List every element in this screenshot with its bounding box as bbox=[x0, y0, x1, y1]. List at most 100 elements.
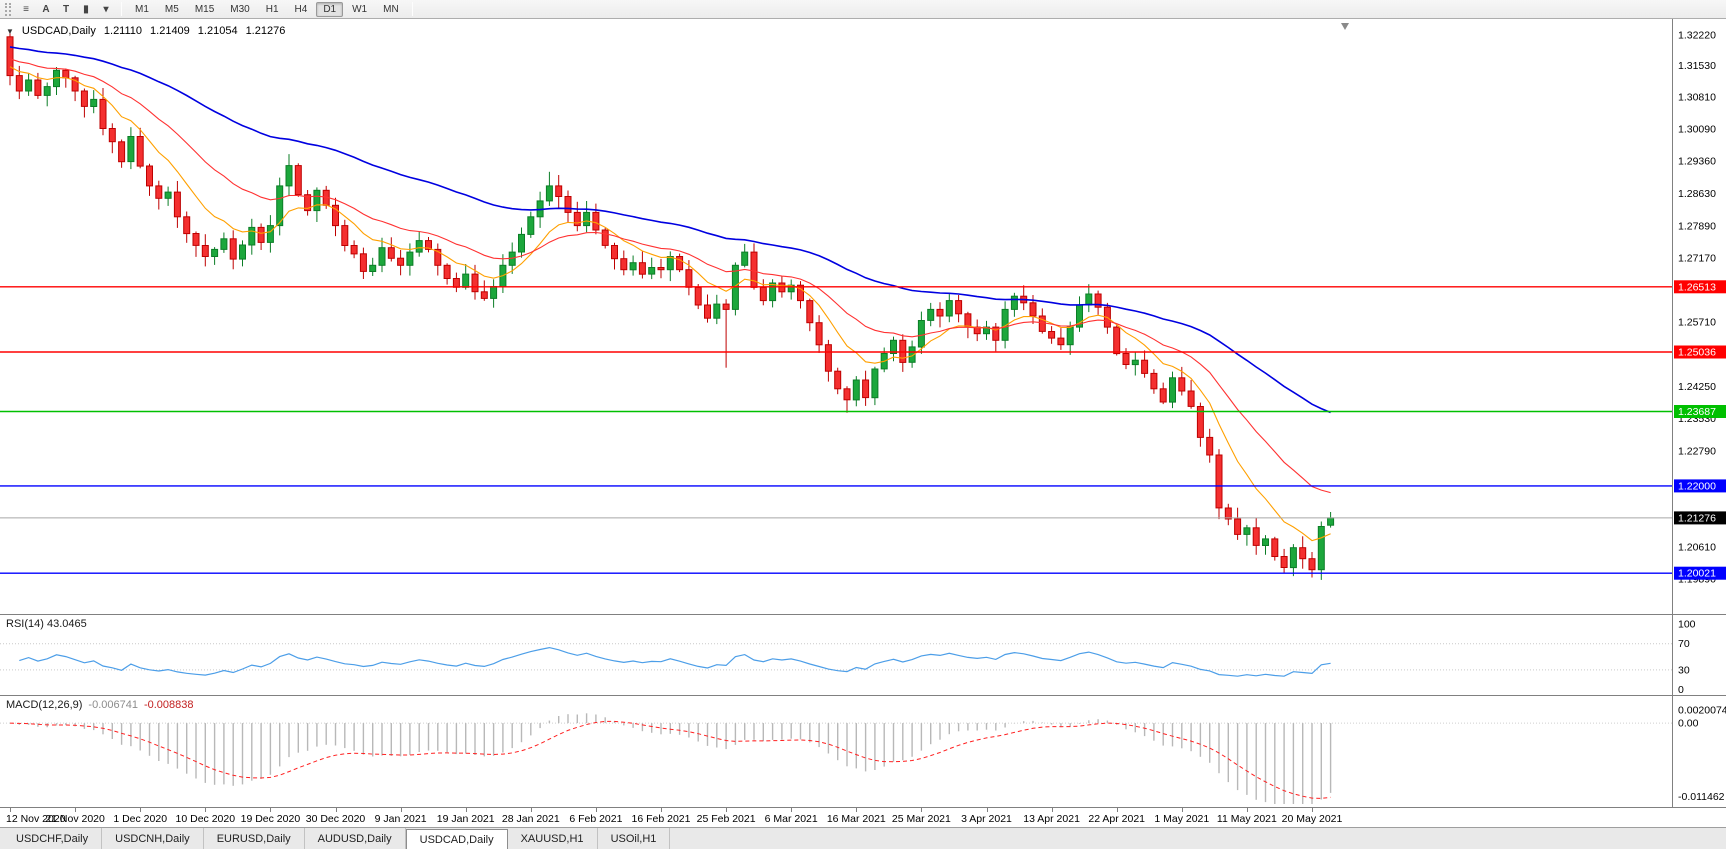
price-level-label bbox=[1674, 479, 1726, 493]
macd-axis-label: 0.0020074 bbox=[1678, 705, 1726, 717]
time-label: 28 Jan 2021 bbox=[501, 813, 560, 825]
time-label: 9 Jan 2021 bbox=[374, 813, 427, 825]
macd-histogram-layer bbox=[18, 713, 1332, 804]
tab-usdcnh-daily[interactable]: USDCNH,Daily bbox=[102, 828, 204, 849]
rsi-axis-label: 30 bbox=[1678, 664, 1690, 676]
time-label: 25 Mar 2021 bbox=[891, 813, 951, 825]
svg-text:1.25036: 1.25036 bbox=[1678, 347, 1716, 359]
price-axis-label: 1.29360 bbox=[1678, 156, 1716, 168]
time-label: 16 Feb 2021 bbox=[631, 813, 691, 825]
tool-dropdown-icon[interactable]: ▾ bbox=[97, 1, 115, 17]
chart-tabs-bar: USDCHF,Daily USDCNH,Daily EURUSD,Daily AUDU… bbox=[0, 827, 1726, 849]
chart-type-icon[interactable]: ▮ bbox=[77, 1, 95, 17]
ma-mid-line bbox=[9, 58, 1331, 494]
time-label: 22 Apr 2021 bbox=[1088, 813, 1146, 825]
ma-fast-line bbox=[9, 66, 1331, 542]
time-label: 6 Feb 2021 bbox=[569, 813, 623, 825]
toolbar-separator bbox=[121, 2, 122, 16]
price-axis-label: 1.20610 bbox=[1678, 542, 1716, 554]
price-level-label bbox=[1674, 405, 1726, 418]
svg-text:1.22000: 1.22000 bbox=[1678, 480, 1716, 492]
price-axis-label: 1.27890 bbox=[1678, 221, 1716, 233]
main-chart-canvas[interactable]: 1.32220 1.31530 1.30810 1.30090 1.29360 1.286… bbox=[0, 19, 1726, 614]
price-axis-label: 1.28630 bbox=[1678, 188, 1716, 200]
time-tick bbox=[270, 808, 272, 812]
time-label: 6 Mar 2021 bbox=[764, 813, 818, 825]
timeframe-button-m1[interactable]: M1 bbox=[128, 2, 156, 17]
timeframe-button-m30[interactable]: M30 bbox=[223, 2, 256, 17]
macd-axis-label: 0.00 bbox=[1678, 718, 1699, 730]
rsi-axis-label: 0 bbox=[1678, 684, 1684, 695]
tab-eurusd-daily[interactable]: EURUSD,Daily bbox=[204, 828, 305, 849]
time-label: 3 Apr 2021 bbox=[961, 813, 1012, 825]
time-tick bbox=[75, 808, 77, 812]
ohlc-close: 1.21276 bbox=[245, 25, 286, 37]
ohlc-low: 1.21054 bbox=[197, 25, 238, 37]
svg-text:1.26513: 1.26513 bbox=[1678, 281, 1716, 293]
time-tick bbox=[140, 808, 142, 812]
chart-area: 1.32220 1.31530 1.30810 1.30090 1.29360 1.286… bbox=[0, 19, 1726, 807]
price-level-label bbox=[1674, 566, 1726, 580]
timeframe-button-m5[interactable]: M5 bbox=[158, 2, 186, 17]
time-tick bbox=[400, 808, 402, 812]
tab-usoil-h1[interactable]: USOil,H1 bbox=[598, 828, 671, 849]
time-tick bbox=[726, 808, 728, 812]
rsi-header: RSI(14) 43.0465 bbox=[6, 618, 87, 630]
ohlc-high: 1.21409 bbox=[150, 25, 190, 37]
cursor-tool-icon[interactable]: A bbox=[37, 1, 55, 17]
tab-usdcad-daily[interactable]: USDCAD,Daily bbox=[405, 829, 508, 849]
menu-icon[interactable]: ≡ bbox=[17, 1, 35, 17]
price-axis-label: 1.30810 bbox=[1678, 92, 1716, 104]
time-label: 11 May 2021 bbox=[1216, 813, 1277, 825]
time-tick bbox=[1051, 808, 1053, 812]
time-label: 19 Dec 2020 bbox=[240, 813, 301, 825]
timeframe-button-mn[interactable]: MN bbox=[376, 2, 406, 17]
time-tick bbox=[10, 808, 11, 812]
time-label: 1 Dec 2020 bbox=[113, 813, 168, 825]
macd-header: MACD(12,26,9) -0.006741 -0.008838 bbox=[6, 699, 194, 711]
rsi-panel-canvas[interactable]: 100 70 30 0 RSI(14) 43.0465 bbox=[0, 614, 1726, 695]
timeframe-button-w1[interactable]: W1 bbox=[345, 2, 374, 17]
time-tick bbox=[465, 808, 467, 812]
collapse-arrow-icon[interactable]: ▼ bbox=[6, 26, 14, 36]
time-label: 16 Mar 2021 bbox=[826, 813, 886, 825]
time-label: 13 Apr 2021 bbox=[1023, 813, 1080, 825]
time-label: 19 Jan 2021 bbox=[436, 813, 495, 825]
chart-symbol: USDCAD,Daily bbox=[21, 25, 96, 37]
svg-text:1.21276: 1.21276 bbox=[1678, 512, 1716, 524]
toolbar-grip[interactable] bbox=[5, 2, 11, 16]
tab-xauusd-h1[interactable]: XAUUSD,H1 bbox=[508, 828, 598, 849]
tab-usdchf-daily[interactable]: USDCHF,Daily bbox=[3, 828, 103, 849]
time-label: 30 Dec 2020 bbox=[305, 813, 366, 825]
time-label: 20 May 2021 bbox=[1281, 813, 1343, 825]
time-tick bbox=[1181, 808, 1183, 812]
time-label: 10 Dec 2020 bbox=[175, 813, 236, 825]
text-tool-icon[interactable]: T bbox=[57, 1, 75, 17]
time-tick bbox=[856, 808, 858, 812]
timeframe-button-h1[interactable]: H1 bbox=[259, 2, 286, 17]
macd-signal-line bbox=[9, 720, 1331, 799]
tab-audusd-daily[interactable]: AUDUSD,Daily bbox=[305, 828, 406, 849]
time-label: 12 Nov 2020 bbox=[6, 813, 66, 825]
chart-shift-marker[interactable] bbox=[1341, 23, 1349, 30]
rsi-axis-label: 100 bbox=[1678, 619, 1696, 631]
ohlc-open: 1.21110 bbox=[103, 25, 143, 37]
timeframe-button-m15[interactable]: M15 bbox=[188, 2, 221, 17]
time-tick bbox=[1116, 808, 1118, 812]
timeframe-button-d1[interactable]: D1 bbox=[316, 1, 344, 17]
time-tick bbox=[205, 808, 207, 812]
price-axis[interactable]: 1.32220 1.31530 1.30810 1.30090 1.29360 1.286… bbox=[1672, 19, 1726, 614]
rsi-axis-label: 70 bbox=[1678, 638, 1690, 650]
price-axis-label: 1.22790 bbox=[1678, 446, 1716, 458]
time-axis[interactable]: 12 Nov 2020 21 Nov 2020 1 Dec 2020 10 Dec 2… bbox=[0, 807, 1726, 827]
time-tick bbox=[530, 808, 532, 812]
time-tick bbox=[986, 808, 988, 812]
time-tick bbox=[791, 808, 793, 812]
time-label: 1 May 2021 bbox=[1154, 813, 1210, 825]
horizontal-lines-layer[interactable] bbox=[0, 286, 1672, 574]
timeframe-button-h4[interactable]: H4 bbox=[288, 2, 315, 17]
macd-axis-label: -0.011462 bbox=[1678, 791, 1725, 803]
time-tick bbox=[1312, 808, 1313, 812]
